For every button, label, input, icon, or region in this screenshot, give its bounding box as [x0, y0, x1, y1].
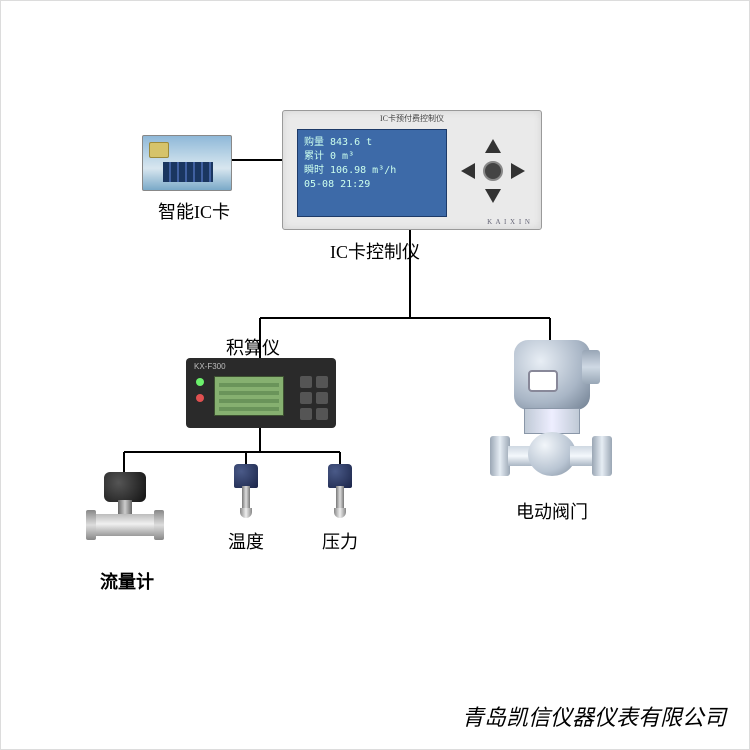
controller-header: IC卡预付费控制仪 [380, 113, 444, 124]
controller-lcd: 购量 843.6 t 累计 0 m³ 瞬时 106.98 m³/h 05-08 … [297, 129, 447, 217]
temperature-sensor-icon [232, 464, 260, 518]
dpad-icon [463, 141, 523, 201]
temp-sensor-node [232, 464, 260, 518]
pressure-sensor-icon [326, 464, 354, 518]
temp-label: 温度 [228, 528, 264, 554]
watermark-text: 青岛凯信仪器仪表有限公司 [462, 700, 726, 732]
pressure-label: 压力 [322, 528, 358, 554]
electric-valve-icon [486, 340, 616, 490]
ic-card-node [142, 135, 232, 191]
pressure-sensor-node [326, 464, 354, 518]
totalizer-node: KX-F300 [186, 358, 336, 428]
totalizer-brand: KX-F300 [194, 362, 226, 371]
flowmeter-label: 流量计 [100, 568, 154, 594]
totalizer-label: 积算仪 [226, 334, 280, 360]
valve-node [486, 340, 616, 490]
totalizer-icon: KX-F300 [186, 358, 336, 428]
valve-label: 电动阀门 [516, 498, 588, 524]
flowmeter-node [90, 472, 160, 562]
controller-icon: IC卡预付费控制仪 购量 843.6 t 累计 0 m³ 瞬时 106.98 m… [282, 110, 542, 230]
controller-footer: K A I X I N [487, 218, 531, 226]
controller-node: IC卡预付费控制仪 购量 843.6 t 累计 0 m³ 瞬时 106.98 m… [282, 110, 542, 230]
flowmeter-icon [90, 472, 160, 562]
ic-card-icon [142, 135, 232, 191]
controller-label: IC卡控制仪 [330, 238, 420, 264]
ic-card-label: 智能IC卡 [158, 198, 230, 224]
